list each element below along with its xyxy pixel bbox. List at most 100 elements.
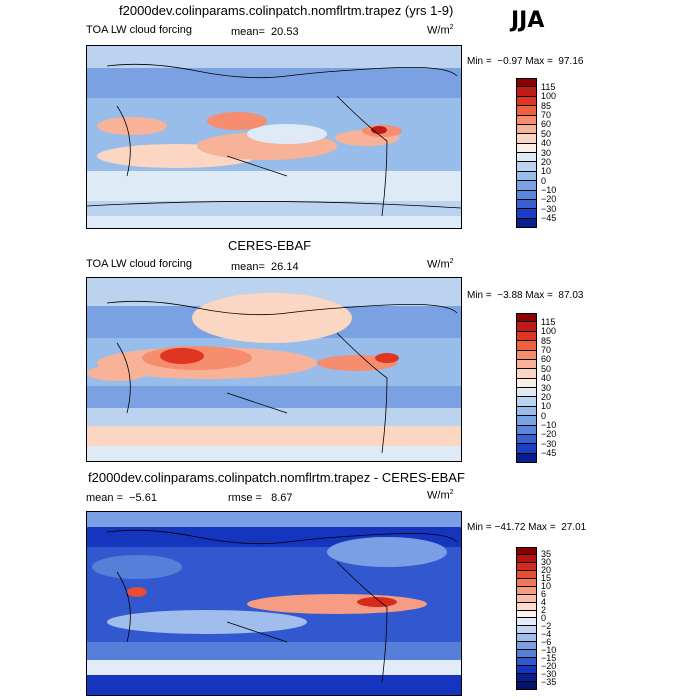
panel-3-minmax: Min = −41.72 Max = 27.01 — [467, 522, 587, 533]
colorbar-swatch — [516, 594, 537, 603]
colorbar-swatch — [516, 674, 537, 682]
colorbar-tick-label: 20 — [541, 391, 552, 402]
colorbar-tick-label: 40 — [541, 373, 552, 384]
colorbar-tick-label: 115 — [541, 81, 556, 92]
colorbar-swatch — [516, 554, 537, 563]
panel-3-mean: mean = −5.61 — [86, 492, 157, 504]
colorbar-tick-label: 20 — [541, 156, 552, 167]
colorbar-swatch — [516, 78, 537, 88]
colorbar-tick-label: −10 — [541, 420, 557, 430]
colorbar-swatch — [516, 642, 537, 651]
colorbar-tick-label: 0 — [541, 175, 547, 186]
colorbar-tick-label: 15 — [541, 573, 552, 584]
colorbar-swatch — [516, 666, 537, 674]
colorbar-swatch — [516, 313, 537, 323]
colorbar-tick-label: 30 — [541, 382, 552, 393]
colorbar-swatch — [516, 425, 537, 435]
colorbar-swatch — [516, 650, 537, 659]
colorbar-swatch — [516, 416, 537, 426]
colorbar-tick-label: 0 — [541, 613, 547, 623]
panel-1-units: W/m2 — [427, 24, 454, 37]
colorbar-swatch — [516, 96, 537, 107]
colorbar-swatch — [516, 115, 537, 125]
colorbar-swatch — [516, 87, 537, 97]
colorbar-tick-label: 70 — [541, 345, 552, 355]
colorbar-tick-label: 4 — [541, 597, 547, 608]
panel-3-map — [86, 511, 462, 696]
colorbar-tick-label: −30 — [541, 203, 557, 214]
colorbar-swatch — [516, 388, 537, 398]
colorbar-tick-label: −4 — [541, 628, 552, 639]
colorbar-swatch — [516, 341, 537, 351]
colorbar-tick-label: −6 — [541, 636, 552, 647]
colorbar-tick-label: −35 — [541, 676, 557, 687]
colorbar-swatch — [516, 397, 537, 407]
colorbar-swatch — [516, 406, 537, 417]
colorbar-swatch — [516, 143, 537, 153]
colorbar-swatch — [516, 331, 537, 342]
colorbar-tick-label: 35 — [541, 549, 552, 560]
panel-2-title: CERES-EBAF — [228, 238, 312, 253]
colorbar-tick-label: −20 — [541, 194, 557, 205]
colorbar-tick-label: −45 — [541, 448, 557, 459]
colorbar-swatch — [516, 578, 537, 587]
panel-3-rmse: rmse = 8.67 — [228, 492, 293, 504]
colorbar-swatch — [516, 190, 537, 200]
colorbar-swatch — [516, 434, 537, 445]
panel-2-minmax: Min = −3.88 Max = 87.03 — [467, 290, 584, 301]
colorbar-swatch — [516, 199, 537, 210]
colorbar-tick-label: −20 — [541, 429, 557, 440]
colorbar-swatch — [516, 171, 537, 182]
season-label: JJA — [511, 8, 545, 33]
colorbar-tick-label: 100 — [541, 326, 557, 337]
colorbar-swatch — [516, 547, 537, 555]
colorbar-tick-label: 10 — [541, 581, 552, 592]
colorbar-tick-label: 115 — [541, 316, 556, 327]
colorbar-tick-label: −10 — [541, 644, 557, 655]
colorbar-swatch — [516, 570, 537, 579]
colorbar-tick-label: −20 — [541, 660, 557, 671]
colorbar-tick-label: −30 — [541, 668, 557, 679]
colorbar-swatch — [516, 134, 537, 144]
colorbar-swatch — [516, 444, 537, 454]
panel-1-mean: mean= 20.53 — [231, 26, 299, 38]
colorbar-swatch — [516, 153, 537, 163]
colorbar-swatch — [516, 626, 537, 635]
colorbar-tick-label: 50 — [541, 128, 552, 139]
colorbar-swatch — [516, 124, 537, 135]
colorbar-tick-label: 85 — [541, 335, 552, 346]
colorbar-tick-label: −15 — [541, 652, 557, 663]
colorbar-swatch — [516, 209, 537, 219]
colorbar-swatch — [516, 162, 537, 172]
panel-2-units: W/m2 — [427, 258, 454, 271]
colorbar-tick-label: 6 — [541, 589, 547, 600]
colorbar-swatch — [516, 350, 537, 360]
colorbar-tick-label: 10 — [541, 401, 552, 412]
panel-3-colorbar: 35 30 20 15 10 6 4 2 0 −2 −4 −6 −10 −15 −20 −30 −35 — [516, 547, 556, 690]
colorbar-tick-label: −45 — [541, 213, 557, 224]
panel-2-colorbar: 115 100 85 70 60 50 40 30 20 10 0 −10 −20 −30 −45 — [516, 313, 556, 463]
colorbar-tick-label: 60 — [541, 354, 552, 365]
colorbar-swatch — [516, 602, 537, 611]
panel-1-map — [86, 45, 462, 229]
panel-1-variable: TOA LW cloud forcing — [86, 24, 192, 36]
colorbar-tick-label: 40 — [541, 138, 552, 149]
colorbar-tick-label: 10 — [541, 166, 552, 177]
colorbar-tick-label: 0 — [541, 410, 547, 421]
colorbar-swatch — [516, 106, 537, 116]
colorbar-swatch — [516, 378, 537, 388]
colorbar-tick-label: 2 — [541, 605, 547, 616]
colorbar-swatch — [516, 218, 537, 228]
colorbar-swatch — [516, 586, 537, 595]
panel-1-colorbar: 115 100 85 70 60 50 40 30 20 10 0 −10 −20 −30 −45 — [516, 78, 556, 228]
colorbar-tick-label: −2 — [541, 620, 552, 631]
panel-1-minmax: Min = −0.97 Max = 97.16 — [467, 56, 584, 67]
colorbar-tick-label: 30 — [541, 557, 552, 568]
colorbar-swatch — [516, 681, 537, 690]
panel-2-mean: mean= 26.14 — [231, 261, 299, 273]
colorbar-swatch — [516, 453, 537, 463]
colorbar-tick-label: 100 — [541, 91, 557, 102]
colorbar-tick-label: 30 — [541, 147, 552, 158]
panel-3-units: W/m2 — [427, 489, 454, 502]
colorbar-swatch — [516, 359, 537, 370]
